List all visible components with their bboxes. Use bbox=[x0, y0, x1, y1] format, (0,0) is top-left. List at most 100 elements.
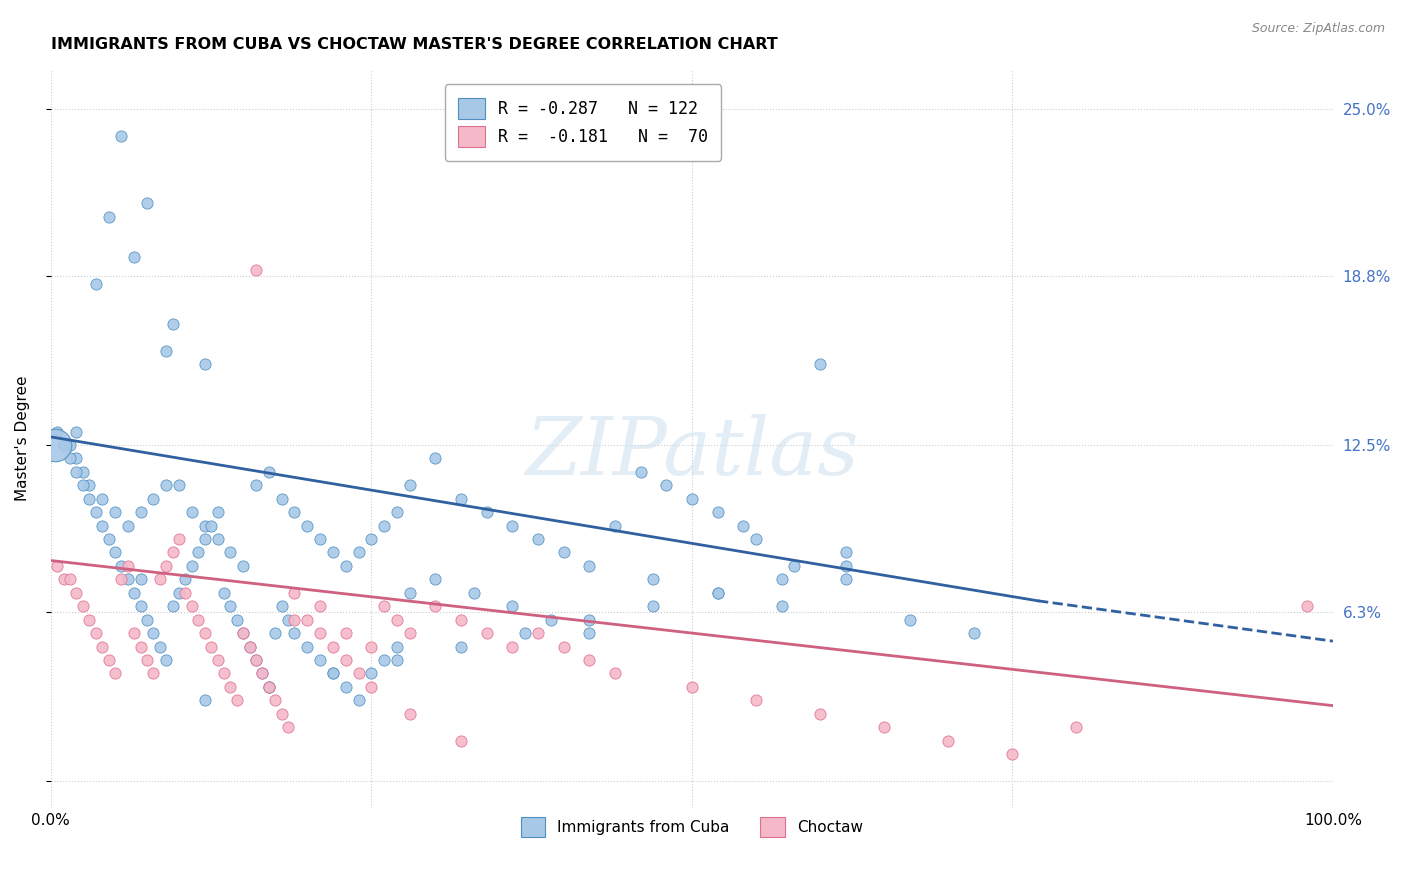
Point bbox=[174, 586, 197, 600]
Text: Source: ZipAtlas.com: Source: ZipAtlas.com bbox=[1251, 22, 1385, 36]
Point bbox=[527, 626, 550, 640]
Point bbox=[706, 586, 728, 600]
Point bbox=[219, 599, 242, 614]
Point bbox=[200, 518, 222, 533]
Point bbox=[706, 505, 728, 519]
Point bbox=[936, 733, 959, 747]
Point bbox=[898, 613, 921, 627]
Point bbox=[450, 491, 472, 506]
Point bbox=[117, 518, 139, 533]
Point bbox=[835, 545, 858, 559]
Point bbox=[245, 653, 267, 667]
Point bbox=[963, 626, 986, 640]
Point bbox=[252, 666, 274, 681]
Point bbox=[385, 505, 408, 519]
Point bbox=[162, 599, 184, 614]
Point bbox=[643, 572, 665, 586]
Point bbox=[335, 653, 357, 667]
Point bbox=[873, 720, 896, 734]
Point bbox=[162, 317, 184, 331]
Point bbox=[835, 558, 858, 573]
Point bbox=[245, 653, 267, 667]
Point bbox=[194, 518, 217, 533]
Point bbox=[174, 572, 197, 586]
Point bbox=[232, 626, 254, 640]
Point bbox=[65, 465, 87, 479]
Point bbox=[194, 693, 217, 707]
Point bbox=[155, 558, 177, 573]
Point bbox=[59, 438, 82, 452]
Point bbox=[142, 626, 165, 640]
Point bbox=[360, 532, 382, 546]
Point bbox=[398, 478, 420, 492]
Point bbox=[238, 640, 260, 654]
Point bbox=[162, 545, 184, 559]
Point bbox=[475, 626, 498, 640]
Point bbox=[245, 263, 267, 277]
Point bbox=[52, 572, 75, 586]
Point bbox=[155, 478, 177, 492]
Point bbox=[91, 518, 114, 533]
Point bbox=[515, 626, 537, 640]
Point bbox=[603, 518, 626, 533]
Point bbox=[835, 572, 858, 586]
Point bbox=[360, 666, 382, 681]
Point bbox=[347, 693, 370, 707]
Point bbox=[79, 613, 101, 627]
Y-axis label: Master's Degree: Master's Degree bbox=[15, 376, 30, 501]
Point bbox=[187, 545, 209, 559]
Point bbox=[770, 572, 793, 586]
Point bbox=[264, 626, 287, 640]
Point bbox=[322, 640, 344, 654]
Point bbox=[603, 666, 626, 681]
Point bbox=[79, 478, 101, 492]
Point bbox=[450, 613, 472, 627]
Point bbox=[745, 532, 768, 546]
Point bbox=[297, 518, 319, 533]
Point bbox=[553, 640, 575, 654]
Point bbox=[309, 599, 332, 614]
Point bbox=[194, 532, 217, 546]
Point bbox=[129, 640, 152, 654]
Point bbox=[425, 599, 447, 614]
Point bbox=[297, 613, 319, 627]
Point bbox=[129, 572, 152, 586]
Point bbox=[309, 653, 332, 667]
Point bbox=[207, 653, 229, 667]
Point bbox=[46, 558, 69, 573]
Point bbox=[200, 640, 222, 654]
Point bbox=[136, 653, 159, 667]
Point bbox=[110, 128, 132, 143]
Point bbox=[167, 586, 190, 600]
Point bbox=[783, 558, 806, 573]
Point bbox=[373, 518, 395, 533]
Point bbox=[309, 626, 332, 640]
Point bbox=[360, 640, 382, 654]
Point bbox=[277, 720, 299, 734]
Point bbox=[167, 532, 190, 546]
Point bbox=[373, 599, 395, 614]
Point bbox=[335, 680, 357, 694]
Point bbox=[238, 640, 260, 654]
Point bbox=[117, 572, 139, 586]
Point bbox=[501, 518, 523, 533]
Point bbox=[706, 586, 728, 600]
Point bbox=[52, 438, 75, 452]
Point bbox=[65, 425, 87, 439]
Point bbox=[309, 532, 332, 546]
Point bbox=[347, 545, 370, 559]
Point bbox=[245, 478, 267, 492]
Point bbox=[142, 491, 165, 506]
Point bbox=[501, 599, 523, 614]
Point bbox=[385, 613, 408, 627]
Point bbox=[180, 505, 202, 519]
Point bbox=[136, 613, 159, 627]
Point bbox=[142, 666, 165, 681]
Point bbox=[770, 599, 793, 614]
Point bbox=[65, 586, 87, 600]
Point bbox=[59, 451, 82, 466]
Point bbox=[475, 505, 498, 519]
Point bbox=[187, 613, 209, 627]
Point bbox=[385, 640, 408, 654]
Point bbox=[97, 532, 120, 546]
